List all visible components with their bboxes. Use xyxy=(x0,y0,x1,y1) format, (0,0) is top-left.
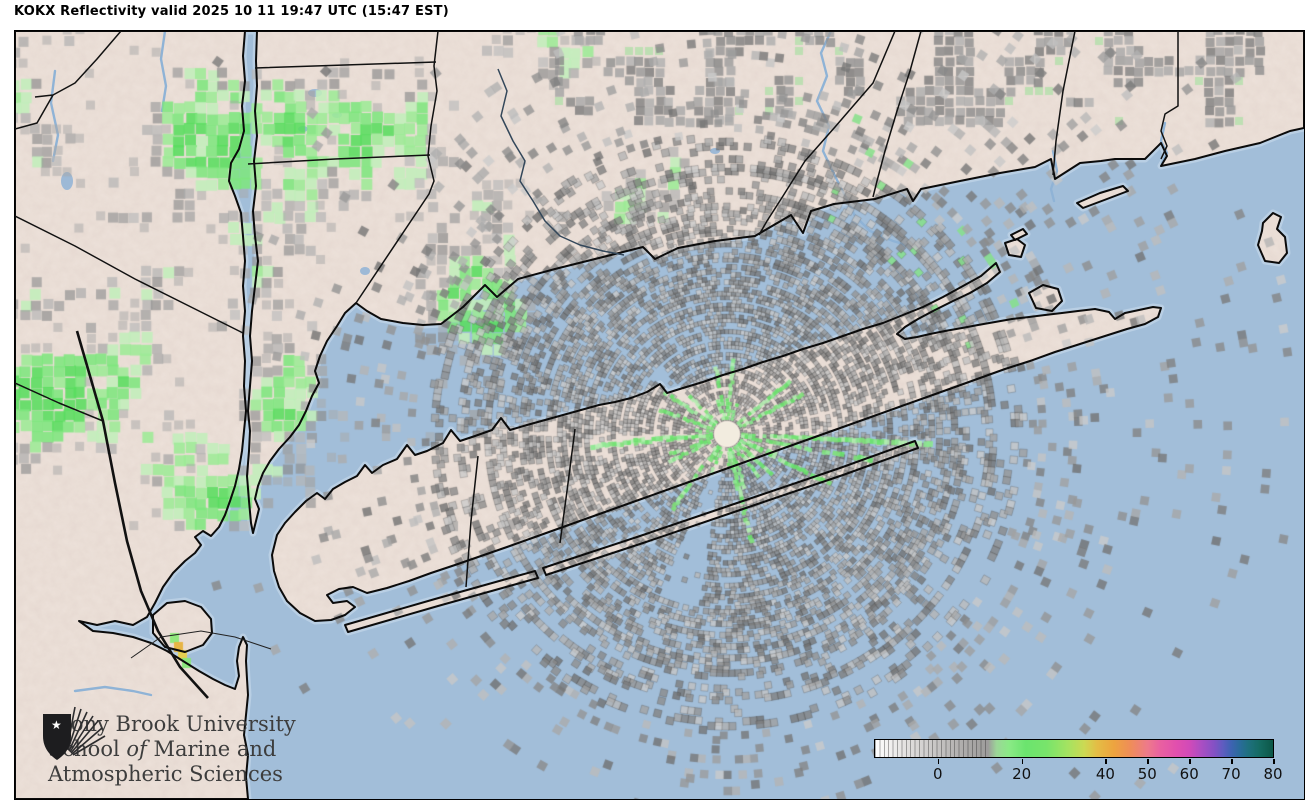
radar-site-marker xyxy=(714,421,740,447)
sbu-shield-icon: ★ xyxy=(43,706,106,760)
colorbar-tick xyxy=(1273,759,1275,764)
page-title: KOKX Reflectivity valid 2025 10 11 19:47… xyxy=(14,4,449,19)
colorbar-tick xyxy=(1105,759,1107,764)
colorbar-tick xyxy=(1231,759,1233,764)
shield-star: ★ xyxy=(51,718,62,732)
colorbar-tick-label: 60 xyxy=(1179,765,1199,783)
colorbar-striations xyxy=(875,740,989,757)
coastline-strokes xyxy=(15,31,1304,799)
colorbar-tick-label: 40 xyxy=(1095,765,1115,783)
colorbar-tick-label: 20 xyxy=(1012,765,1032,783)
boundary-layer xyxy=(15,31,1304,799)
logo-line3: Atmospheric Sciences xyxy=(48,762,283,786)
colorbar-tick xyxy=(937,759,940,764)
colorbar-tick xyxy=(1189,759,1191,764)
radar-echo-layer xyxy=(15,31,1304,799)
harbor-channel-line xyxy=(130,630,272,659)
radar-map: 0 20 40 50 60 70 80 ★ Stony Brook University xyxy=(14,30,1305,800)
reflectivity-colorbar: 0 20 40 50 60 70 80 xyxy=(874,739,1283,783)
stony-brook-logo: ★ Stony Brook University School of Marin… xyxy=(41,703,296,787)
colorbar-tick-label: 70 xyxy=(1221,765,1241,783)
colorbar-gradient xyxy=(875,740,1273,757)
colorbar-tick xyxy=(1021,759,1024,764)
county-state-borders xyxy=(15,31,1179,699)
shield-shape xyxy=(43,714,71,760)
colorbar-tick-label: 0 xyxy=(933,765,943,783)
colorbar-tick-label: 50 xyxy=(1137,765,1157,783)
colorbar-tick xyxy=(1147,759,1149,764)
colorbar-tick-label: 80 xyxy=(1263,765,1283,783)
